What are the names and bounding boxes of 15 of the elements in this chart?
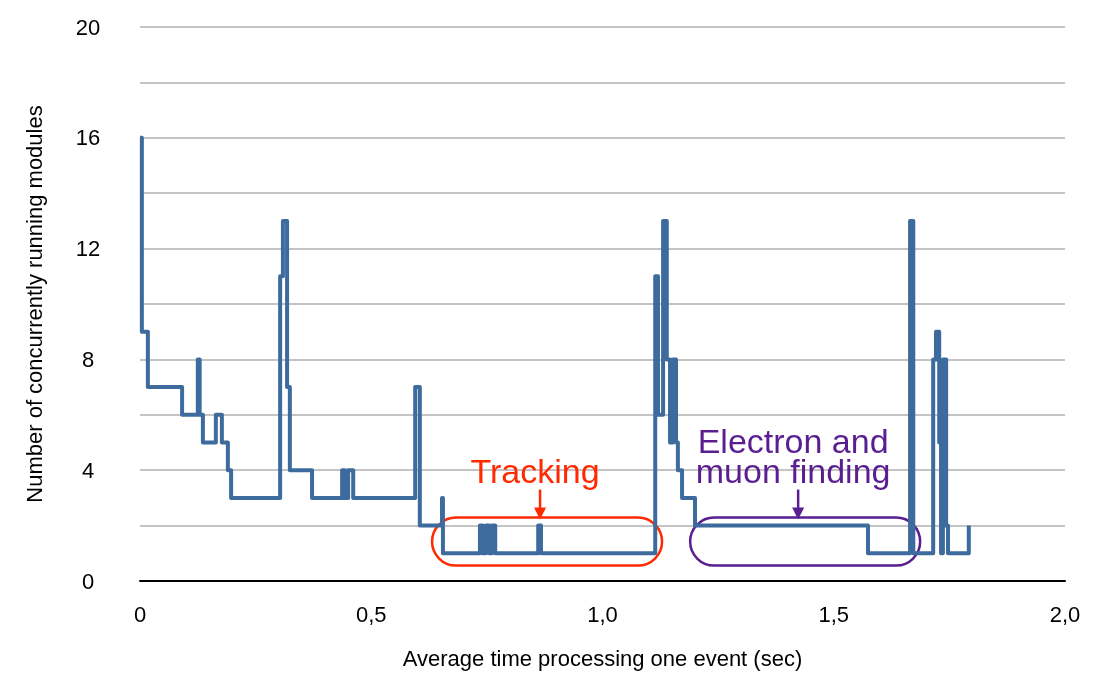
x-axis-title: Average time processing one event (sec) — [402, 645, 803, 671]
y-tick-label: 0 — [81, 568, 95, 594]
x-tick-label: 0,5 — [355, 601, 387, 627]
x-tick-label: 1,5 — [818, 601, 850, 627]
y-tick-label: 8 — [81, 346, 95, 372]
annotation: Tracking — [470, 451, 600, 490]
y-tick-label: 12 — [75, 236, 101, 262]
y-axis-title: Number of concurrently running modules — [21, 105, 47, 503]
x-tick-label: 1,0 — [587, 601, 618, 627]
y-tick-label: 20 — [75, 14, 101, 40]
x-tick-label: 2,0 — [1049, 601, 1081, 627]
x-tick-label: 0 — [133, 601, 147, 627]
annotation: Electron and muon finding — [695, 421, 891, 490]
y-tick-label: 16 — [75, 125, 101, 151]
y-tick-label: 4 — [81, 457, 95, 483]
